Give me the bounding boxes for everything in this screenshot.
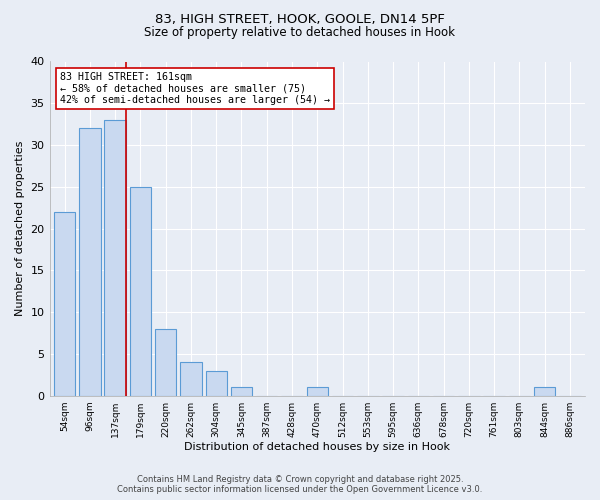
Text: 83 HIGH STREET: 161sqm
← 58% of detached houses are smaller (75)
42% of semi-det: 83 HIGH STREET: 161sqm ← 58% of detached… xyxy=(60,72,330,104)
Bar xyxy=(206,370,227,396)
Bar xyxy=(180,362,202,396)
Text: Size of property relative to detached houses in Hook: Size of property relative to detached ho… xyxy=(145,26,455,39)
Bar xyxy=(54,212,76,396)
Bar xyxy=(104,120,126,396)
X-axis label: Distribution of detached houses by size in Hook: Distribution of detached houses by size … xyxy=(184,442,450,452)
Bar xyxy=(79,128,101,396)
Bar xyxy=(534,388,556,396)
Text: Contains HM Land Registry data © Crown copyright and database right 2025.
Contai: Contains HM Land Registry data © Crown c… xyxy=(118,474,482,494)
Bar xyxy=(155,329,176,396)
Bar xyxy=(231,388,252,396)
Y-axis label: Number of detached properties: Number of detached properties xyxy=(15,141,25,316)
Bar xyxy=(307,388,328,396)
Bar xyxy=(130,187,151,396)
Text: 83, HIGH STREET, HOOK, GOOLE, DN14 5PF: 83, HIGH STREET, HOOK, GOOLE, DN14 5PF xyxy=(155,12,445,26)
